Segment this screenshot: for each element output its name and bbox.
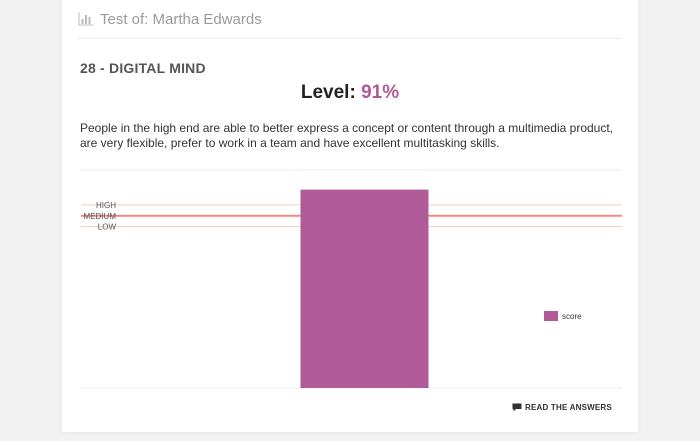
- legend-swatch-score: [544, 311, 558, 321]
- description: People in the high end are able to bette…: [80, 121, 614, 150]
- read-answers-link[interactable]: READ THE ANSWERS: [512, 403, 612, 412]
- reference-label-medium: MEDIUM: [84, 212, 117, 221]
- read-answers-label: READ THE ANSWERS: [525, 403, 612, 412]
- level-value: 91%: [361, 82, 400, 103]
- section-title: 28 - DIGITAL MIND: [80, 60, 206, 76]
- comment-icon: [512, 403, 522, 412]
- test-title: Test of: Martha Edwards: [100, 10, 262, 28]
- legend-label-score: score: [562, 312, 582, 321]
- result-card: Test of: Martha Edwards 28 - DIGITAL MIN…: [62, 0, 638, 432]
- reference-label-low: LOW: [98, 223, 117, 232]
- level-label: Level:: [300, 82, 356, 103]
- score-chart: HIGH MEDIUM LOW score: [81, 169, 622, 389]
- bar-score: [300, 189, 429, 388]
- level-display: Level: 91%: [62, 82, 638, 104]
- reference-label-high: HIGH: [96, 201, 116, 210]
- card-header: Test of: Martha Edwards: [78, 0, 622, 39]
- bar-chart-icon: [78, 12, 94, 26]
